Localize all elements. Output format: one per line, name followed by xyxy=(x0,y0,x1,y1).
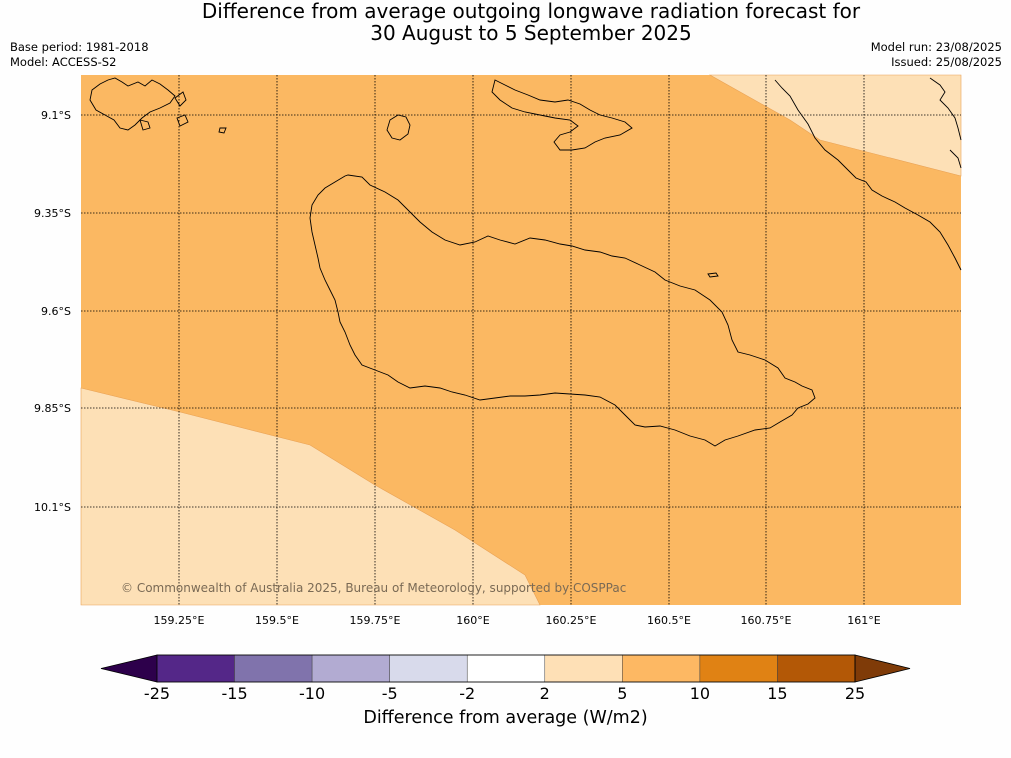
lat-label: 9.1°S xyxy=(41,109,71,122)
lat-label: 10.1°S xyxy=(34,501,71,514)
colorbar-tick-label: 25 xyxy=(845,684,865,703)
lat-label: 9.6°S xyxy=(41,305,71,318)
colorbar-tick-label: 10 xyxy=(690,684,710,703)
meta-left: Base period: 1981-2018 Model: ACCESS-S2 xyxy=(10,40,149,70)
coastline-islet xyxy=(707,272,719,278)
copyright-notice: © Commonwealth of Australia 2025, Bureau… xyxy=(121,581,626,595)
chart-title: Difference from average outgoing longwav… xyxy=(0,0,1011,44)
colorbar-label: Difference from average (W/m2) xyxy=(363,708,648,728)
colorbar-swatch xyxy=(389,654,468,683)
colorbar-swatch xyxy=(466,654,546,683)
colorbar-tick-label: -2 xyxy=(459,684,475,703)
coastline-savo xyxy=(386,114,411,141)
colorbar-tick-label: -15 xyxy=(221,684,247,703)
title-line-1: Difference from average outgoing longwav… xyxy=(201,0,861,23)
colorbar-swatch xyxy=(699,654,778,683)
colorbar-swatch xyxy=(622,654,701,683)
colorbar-swatch xyxy=(156,654,235,683)
colorbar-swatch xyxy=(544,654,623,683)
map-light-region-sw xyxy=(80,387,541,606)
lat-label: 9.85°S xyxy=(34,402,71,415)
issued-date: Issued: 25/08/2025 xyxy=(891,55,1002,69)
coastline-florida xyxy=(491,79,633,151)
lat-labels: 9.1°S 9.35°S 9.6°S 9.85°S 10.1°S xyxy=(34,109,71,514)
lon-label: 161°E xyxy=(847,614,880,627)
map-light-region-ne xyxy=(708,74,962,177)
lon-label: 159.25°E xyxy=(154,614,205,627)
colorbar-tick-label: 15 xyxy=(767,684,787,703)
colorbar-extend-high xyxy=(854,654,911,683)
colorbar-tick-label: 5 xyxy=(617,684,627,703)
colorbar-swatch xyxy=(777,654,856,683)
coastline-malaita xyxy=(774,77,962,271)
meta-right: Model run: 23/08/2025 Issued: 25/08/2025 xyxy=(871,40,1002,70)
colorbar-tick-label: 2 xyxy=(540,684,550,703)
colorbar-extend-low xyxy=(100,654,158,683)
base-period: Base period: 1981-2018 xyxy=(10,40,149,54)
colorbar-tick-label: -25 xyxy=(144,684,170,703)
colorbar-outline xyxy=(156,654,856,683)
lon-label: 160.75°E xyxy=(741,614,792,627)
coastline-guadalcanal xyxy=(309,174,816,447)
colorbar: -25 -15 -10 -5 -2 2 5 10 15 25 xyxy=(100,654,911,703)
colorbar-swatch xyxy=(234,654,313,683)
lon-label: 160.25°E xyxy=(546,614,597,627)
model-name: Model: ACCESS-S2 xyxy=(10,55,117,69)
colorbar-tick-label: -10 xyxy=(299,684,325,703)
lon-labels: 159.25°E 159.5°E 159.75°E 160°E 160.25°E… xyxy=(154,614,881,627)
colorbar-tick-label: -5 xyxy=(382,684,398,703)
lon-label: 159.5°E xyxy=(255,614,299,627)
coastlines xyxy=(89,77,962,447)
lon-label: 160.5°E xyxy=(647,614,691,627)
coastline-russell xyxy=(89,77,227,134)
gridlines xyxy=(81,75,961,605)
colorbar-swatch xyxy=(311,654,390,683)
title-line-2: 30 August to 5 September 2025 xyxy=(370,21,692,45)
lon-label: 159.75°E xyxy=(350,614,401,627)
lon-label: 160°E xyxy=(456,614,489,627)
lat-label: 9.35°S xyxy=(34,207,71,220)
model-run: Model run: 23/08/2025 xyxy=(870,40,1002,54)
